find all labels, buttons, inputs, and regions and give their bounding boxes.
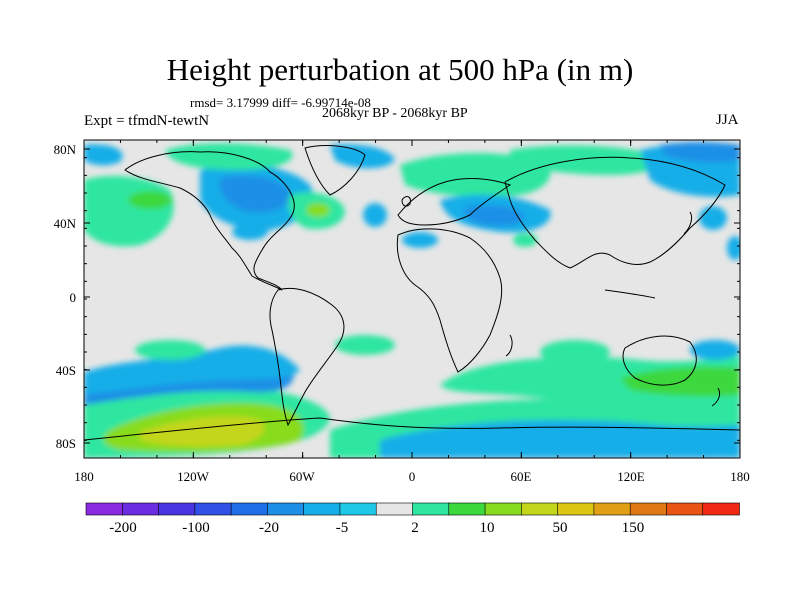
colorbar-label-2: 2 — [411, 520, 419, 536]
lon-label-120e: 120E — [617, 469, 645, 484]
colorbar-segment — [158, 502, 196, 516]
season-label: JJA — [716, 112, 739, 128]
colorbar-segment — [593, 502, 631, 516]
coast-australia — [622, 335, 697, 386]
colorbar-segment — [375, 502, 414, 516]
colorbar — [85, 502, 740, 516]
contour-south-patch-a — [135, 340, 205, 360]
contour-north-patch-b — [363, 203, 387, 227]
contour-north-patch-e — [699, 206, 727, 230]
lon-label-120w: 120W — [177, 469, 209, 484]
contour-north-lime-pacific — [128, 191, 172, 209]
colorbar-segment — [666, 502, 704, 516]
contour-north-patch-a — [232, 224, 268, 240]
colorbar-segment — [448, 502, 486, 516]
colorbar-label-m200: -200 — [109, 520, 137, 536]
colorbar-segment — [230, 502, 269, 516]
colorbar-label-150: 150 — [621, 520, 645, 536]
coast-greenland — [304, 145, 366, 196]
contour-north-patch-c — [402, 232, 438, 248]
colorbar-segment — [85, 502, 124, 516]
colorbar-segment — [557, 502, 595, 516]
map-title: Height perturbation at 500 hPa (in m) — [166, 52, 634, 87]
coast-japan — [683, 211, 693, 235]
contour-south-patch-b — [335, 335, 395, 355]
lon-label-60e: 60E — [510, 469, 532, 484]
experiment-label: Expt = tfmdN-tewtN — [84, 113, 210, 129]
coast-north-america — [124, 151, 295, 291]
colorbar-segment — [267, 502, 305, 516]
colorbar-segment — [303, 502, 341, 516]
contour-south-cyan-east — [380, 420, 740, 458]
contour-south-patch-c — [540, 340, 610, 364]
colorbar-segment — [412, 502, 450, 516]
contour-north-green-europe — [400, 153, 551, 197]
contour-south-yellow-west — [140, 416, 265, 447]
period-text: 2068kyr BP - 2068kyr BP — [322, 106, 468, 121]
lon-label-180w: 180 — [74, 469, 94, 484]
coast-asia — [504, 156, 726, 269]
contour-north-blue-america — [219, 175, 291, 213]
lat-label-0: 0 — [69, 290, 77, 305]
lat-label-80s: 80S — [55, 436, 76, 451]
contour-south-cyan-west — [84, 345, 300, 395]
contour-north-patch-d — [513, 233, 537, 247]
contour-north-cyan-greenland — [165, 143, 293, 170]
coast-africa — [396, 228, 503, 373]
coast-madagascar — [505, 334, 513, 357]
contour-north-cyan-arctic-mid — [330, 144, 395, 169]
colorbar-label-m20: -20 — [259, 520, 279, 536]
contour-south-patch-d — [690, 340, 740, 360]
axis-ticks — [83, 139, 741, 459]
colorbar-segment — [484, 502, 523, 516]
contour-north-green-asia — [510, 145, 663, 175]
colorbar-segment — [521, 502, 559, 516]
contour-south-lime-east — [620, 366, 740, 397]
colorbar-label-10: 10 — [479, 520, 495, 536]
coast-europe — [397, 177, 512, 226]
lat-label-80n: 80N — [53, 142, 76, 157]
colorbar-segment — [339, 502, 378, 516]
coastlines — [84, 145, 740, 441]
lat-label-40s: 40S — [55, 363, 76, 378]
colorbar-segment — [629, 502, 668, 516]
contour-north-patch-f — [727, 236, 740, 260]
coast-british-isles — [401, 196, 411, 207]
stats-text: rmsd= 3.17999 diff= -6.99714e-08 — [190, 95, 371, 110]
lon-label-180e: 180 — [730, 469, 750, 484]
lon-label-60w: 60W — [289, 469, 315, 484]
contour-fill-layer — [84, 141, 740, 458]
coast-antarctica — [84, 417, 740, 441]
contour-north-blue-europe — [464, 205, 525, 226]
colorbar-segment — [121, 502, 160, 516]
colorbar-segment — [702, 502, 740, 516]
coast-new-zealand — [711, 387, 721, 407]
colorbar-label-m5: -5 — [335, 520, 349, 536]
coast-indonesia — [604, 289, 656, 299]
colorbar-label-50: 50 — [552, 520, 568, 536]
contour-north-lime-atlantic — [306, 203, 330, 217]
colorbar-segment — [194, 502, 232, 516]
lat-label-40n: 40N — [53, 216, 76, 231]
contour-north-blue-arctic — [660, 141, 740, 163]
lon-label-0: 0 — [408, 469, 416, 484]
coast-south-america — [269, 287, 345, 427]
colorbar-label-m100: -100 — [182, 520, 210, 536]
contour-north-cyan-arctic-west — [84, 144, 123, 166]
